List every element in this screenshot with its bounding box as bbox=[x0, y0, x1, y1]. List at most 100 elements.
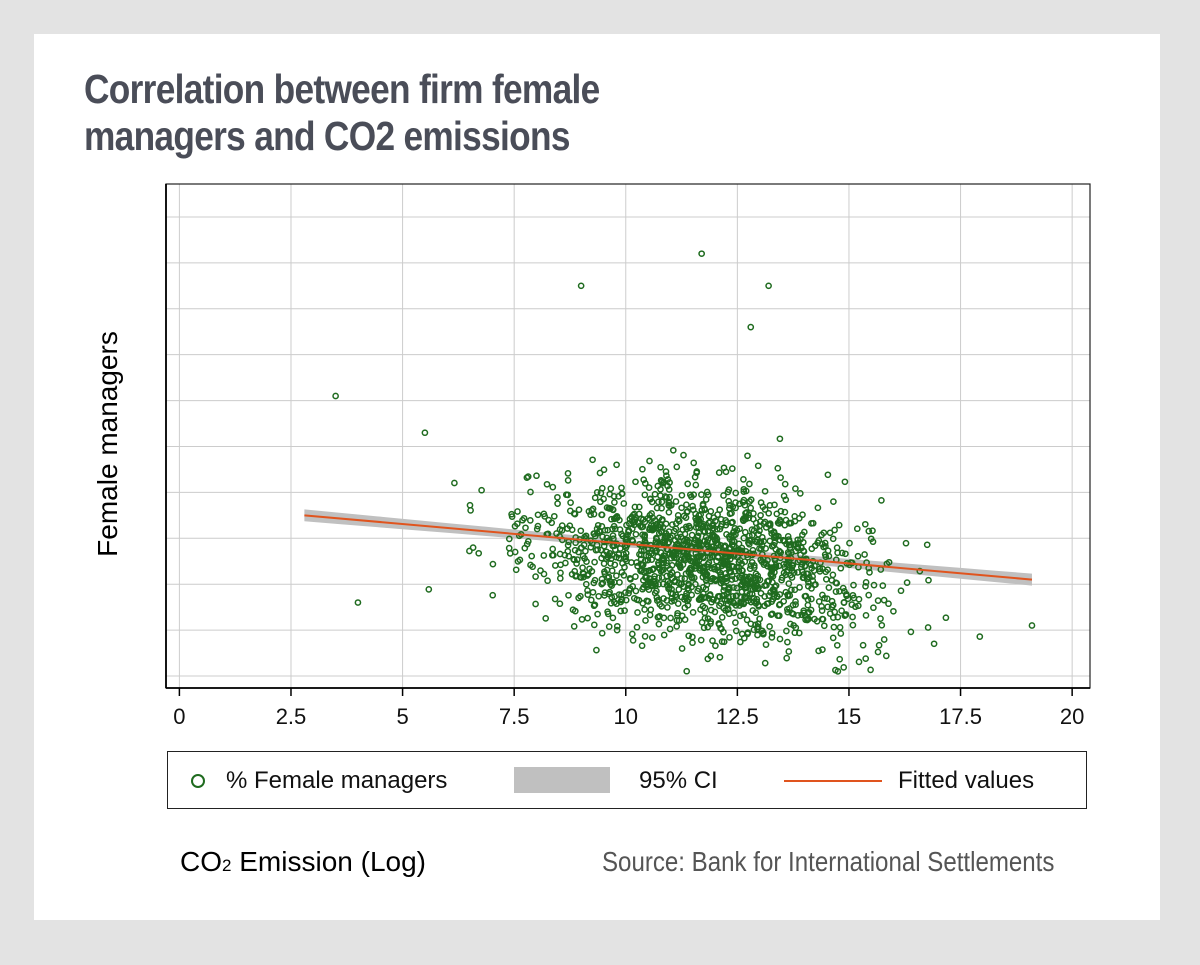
data-point bbox=[680, 552, 687, 560]
data-point bbox=[551, 595, 559, 603]
data-point bbox=[515, 532, 523, 540]
data-point bbox=[732, 592, 740, 600]
data-point bbox=[629, 637, 637, 644]
data-point bbox=[599, 579, 607, 587]
data-point bbox=[846, 539, 853, 547]
data-point bbox=[653, 594, 661, 601]
chart-title: Correlation between firm female managers… bbox=[84, 66, 686, 160]
data-point bbox=[718, 558, 726, 565]
data-point bbox=[648, 634, 656, 641]
data-point bbox=[508, 510, 515, 518]
data-point bbox=[505, 535, 513, 543]
data-point bbox=[666, 625, 674, 633]
data-point bbox=[657, 549, 665, 556]
data-point bbox=[646, 526, 653, 534]
data-point bbox=[689, 502, 696, 510]
data-point bbox=[700, 521, 708, 528]
data-point bbox=[425, 586, 433, 593]
grid-layer bbox=[166, 184, 1090, 688]
data-point bbox=[788, 586, 795, 594]
data-point-outlier bbox=[1028, 622, 1036, 629]
data-point bbox=[735, 567, 743, 575]
data-point bbox=[738, 630, 746, 638]
data-point bbox=[923, 541, 931, 549]
data-point bbox=[792, 598, 799, 605]
data-point bbox=[616, 545, 624, 552]
data-point bbox=[478, 486, 485, 494]
data-point bbox=[820, 543, 827, 551]
data-point bbox=[633, 596, 641, 603]
data-point bbox=[861, 520, 869, 528]
data-point bbox=[526, 517, 534, 524]
data-point bbox=[688, 555, 696, 562]
data-point bbox=[834, 668, 842, 675]
data-point bbox=[528, 552, 536, 560]
data-point bbox=[811, 615, 818, 623]
data-point bbox=[756, 527, 763, 535]
data-point bbox=[633, 623, 641, 631]
data-point bbox=[622, 589, 629, 596]
data-point bbox=[722, 558, 729, 566]
data-point bbox=[784, 608, 792, 616]
data-point bbox=[579, 564, 586, 572]
data-point bbox=[841, 612, 849, 619]
data-point bbox=[902, 539, 910, 547]
data-point bbox=[835, 521, 843, 529]
data-point bbox=[685, 632, 693, 640]
data-point bbox=[829, 601, 837, 609]
data-point bbox=[533, 472, 540, 480]
data-point bbox=[657, 463, 664, 471]
data-point bbox=[700, 624, 708, 632]
data-point bbox=[781, 508, 789, 516]
data-point bbox=[678, 491, 686, 499]
data-point bbox=[635, 503, 643, 511]
legend-label-fitted: Fitted values bbox=[898, 767, 1035, 794]
data-point bbox=[726, 501, 734, 509]
data-point bbox=[467, 507, 474, 514]
data-point bbox=[608, 593, 616, 601]
data-point bbox=[688, 591, 696, 599]
data-point-outlier bbox=[747, 323, 755, 331]
x-tick-label: 0 bbox=[173, 704, 185, 729]
data-point bbox=[622, 596, 630, 604]
data-point bbox=[625, 527, 632, 535]
data-point bbox=[607, 560, 614, 567]
data-point bbox=[632, 573, 639, 580]
data-point bbox=[757, 545, 765, 553]
data-point bbox=[716, 506, 724, 514]
data-point bbox=[640, 546, 648, 554]
data-point bbox=[598, 554, 605, 562]
data-point bbox=[451, 479, 458, 487]
data-point bbox=[746, 480, 753, 488]
data-point bbox=[766, 521, 774, 529]
data-point bbox=[654, 553, 661, 561]
data-point bbox=[665, 486, 673, 493]
data-point bbox=[821, 594, 828, 602]
data-point bbox=[668, 569, 676, 576]
data-point bbox=[761, 506, 769, 513]
data-point bbox=[783, 540, 790, 548]
data-point bbox=[646, 611, 654, 619]
data-point bbox=[648, 510, 655, 517]
data-point bbox=[475, 549, 483, 557]
data-point bbox=[616, 526, 624, 533]
data-point bbox=[548, 551, 556, 559]
data-point bbox=[878, 621, 886, 629]
data-point bbox=[600, 542, 608, 550]
data-point bbox=[690, 574, 698, 582]
data-point bbox=[702, 593, 710, 601]
data-point-outlier bbox=[354, 599, 362, 606]
data-point bbox=[736, 638, 744, 646]
data-point bbox=[657, 567, 665, 575]
data-point bbox=[775, 601, 783, 609]
data-point bbox=[661, 493, 669, 500]
data-point bbox=[885, 600, 892, 608]
x-tick-label: 7.5 bbox=[499, 704, 530, 729]
data-point bbox=[828, 597, 836, 605]
data-point bbox=[642, 552, 650, 559]
data-point bbox=[772, 563, 780, 571]
data-point bbox=[695, 557, 703, 564]
data-point bbox=[668, 598, 675, 605]
data-point bbox=[786, 541, 794, 549]
data-point bbox=[580, 570, 587, 578]
